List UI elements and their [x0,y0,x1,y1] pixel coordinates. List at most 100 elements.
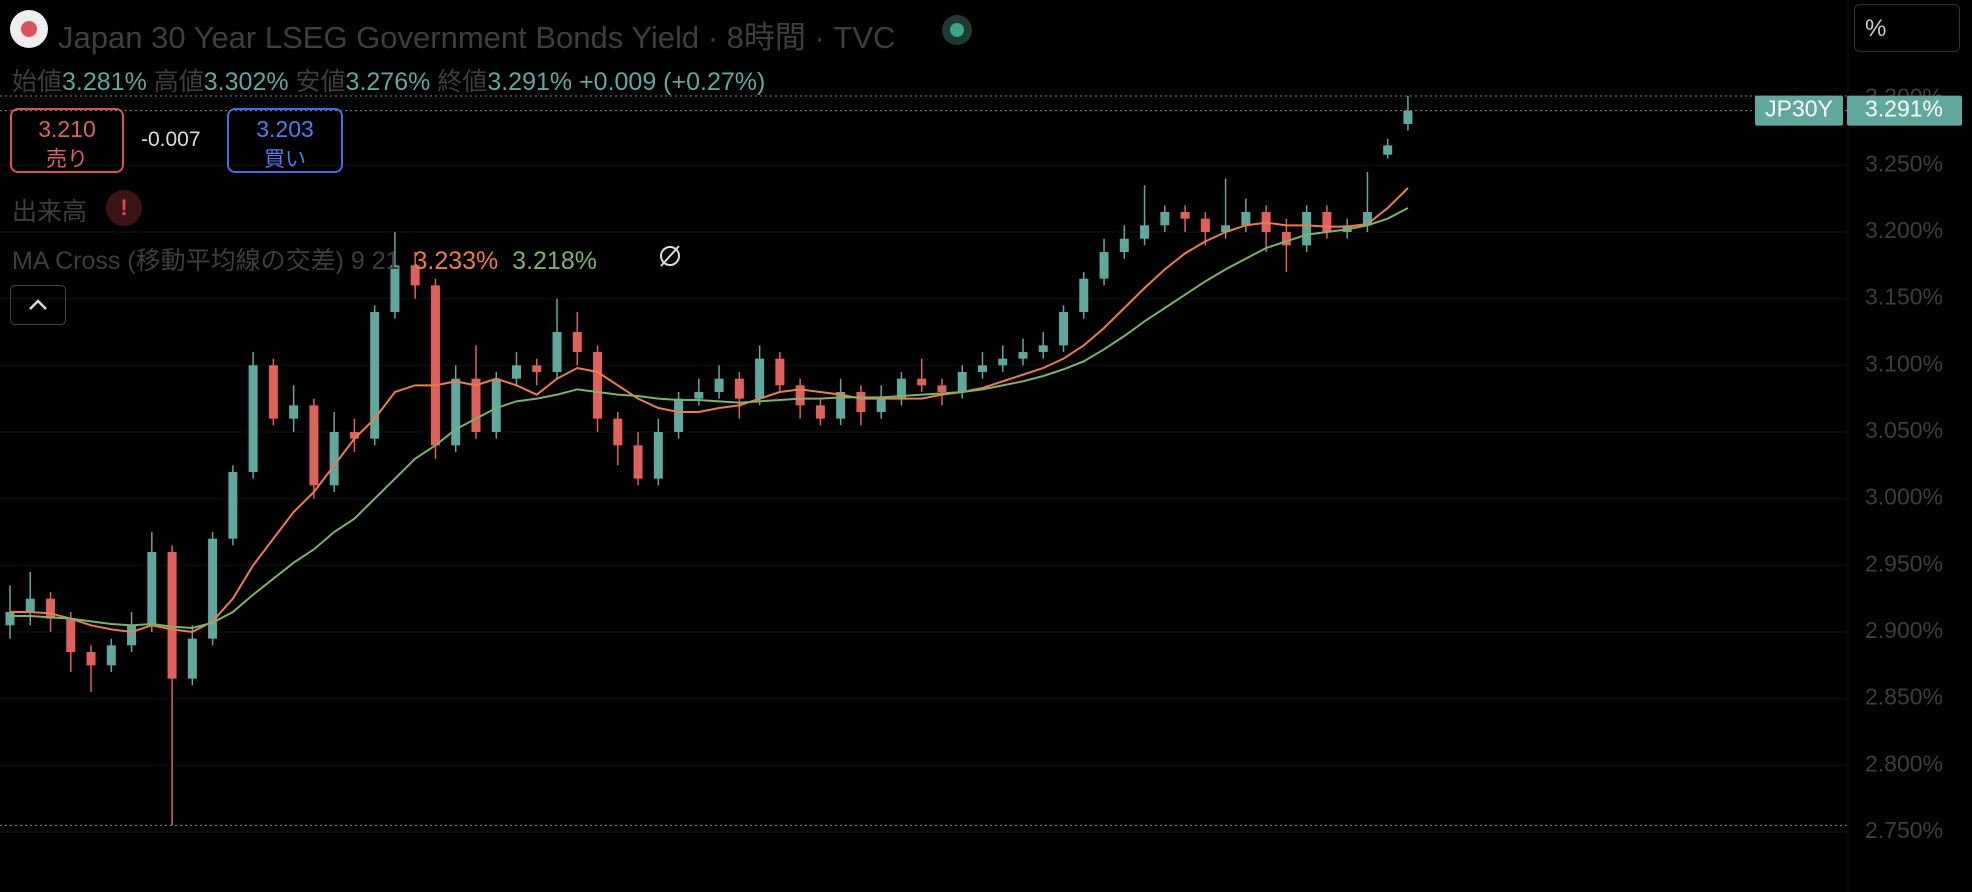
ohlc-value: 3.302% [203,68,289,96]
y-tick-label: 3.200% [1865,217,1943,243]
symbol-icon[interactable] [10,10,48,48]
candle-body [46,598,56,619]
candle-body [147,552,157,626]
sell-button[interactable]: 3.210 売り [10,108,124,173]
candle-body [5,612,15,626]
candle-body [957,372,967,392]
warning-icon[interactable]: ! [106,190,142,226]
market-status[interactable] [942,15,972,45]
ohlc-legend: 始値3.281% 高値3.302% 安値3.276% 終値3.291% +0.0… [12,62,765,98]
candle-body [1119,238,1129,252]
candle-body [1180,212,1190,219]
candle-body [896,378,906,399]
ohlc-value: 3.281% [62,68,147,96]
candle-body [349,432,359,439]
candle-body [390,265,400,312]
chart-title: Japan 30 Year LSEG Government Bonds Yiel… [58,20,896,55]
candle-body [653,432,663,479]
candle-body [1302,212,1312,246]
candle-body [734,378,744,399]
y-tick-label: 2.750% [1865,817,1943,843]
ohlc-value: 3.291% [487,68,573,96]
sell-label: 売り [46,148,88,171]
candle-body [572,332,582,352]
last-price-label: 3.291% [1865,96,1943,122]
spread: -0.007 [141,128,201,151]
y-tick-label: 2.900% [1865,617,1943,643]
candle-body [86,652,96,666]
candle-body [1241,212,1251,226]
candle-body [329,432,339,486]
change: +0.009 (+0.27%) [579,68,766,96]
candle-body [1059,312,1069,346]
moving-average-line [10,187,1409,634]
buy-label: 買い [264,148,306,171]
candle-body [248,365,258,472]
unit-button[interactable]: % [1854,4,1960,52]
candle-body [775,358,785,386]
ohlc-value: 3.276% [345,68,431,96]
sell-price: 3.210 [38,116,96,142]
y-tick-label: 3.250% [1865,150,1943,176]
candle-body [66,618,76,652]
candle-body [674,398,684,432]
candle-body [1403,110,1413,124]
last-price-bg [1847,95,1962,126]
candle-body [471,378,481,432]
candle-body [1099,252,1109,279]
candle-body [512,365,521,379]
candle-body [309,405,319,486]
candle-body [1018,352,1028,359]
buy-button[interactable]: 3.203 買い [227,108,343,173]
candle-body [977,365,987,372]
y-tick-label: 3.150% [1865,284,1943,310]
hide-icon[interactable] [656,242,684,270]
candle-body [795,385,805,406]
ohlc-label: 終値 [437,68,488,96]
indicator-legend: MA Cross (移動平均線の交差) 9 21 3.233% 3.218% [12,241,597,277]
candle-body [289,405,299,419]
indicator-value: 3.233% [413,247,499,275]
candle-body [694,392,704,399]
candle-body [937,385,947,392]
candle-body [714,378,724,392]
indicator-label: MA Cross (移動平均線の交差) 9 21 [12,247,400,275]
collapse-button[interactable] [10,285,66,325]
candle-body [836,392,846,419]
ohlc-label: 始値 [12,68,63,96]
y-tick-label: 3.000% [1865,484,1943,510]
y-tick-label: 3.100% [1865,350,1943,376]
candle-body [593,352,603,419]
candle-body [755,358,765,399]
candle-body [856,392,866,412]
candle-body [208,538,218,639]
candle-body [613,418,623,446]
candle-body [917,378,927,386]
candle-body [998,358,1008,366]
candle-body [430,285,440,446]
candle-body [167,552,177,679]
y-tick-label: 2.800% [1865,750,1943,776]
moving-average-line [10,207,1409,630]
candle-body [228,472,238,539]
candle-body [1079,278,1089,312]
candle-body [1383,145,1393,155]
candle-body [1362,212,1372,226]
candle-body [1322,212,1332,232]
candle-body [106,645,116,666]
candle-body [876,398,886,412]
y-tick-label: 3.050% [1865,417,1943,443]
candle-body [1281,232,1291,246]
candle-body [815,405,825,419]
volume-label: 出来高 [12,198,88,226]
symbol-label-bg [1755,95,1843,126]
y-tick-label: 2.850% [1865,684,1943,710]
candle-body [127,625,137,646]
candle-body [25,598,35,612]
candle-body [187,638,197,679]
ohlc-label: 安値 [295,68,346,96]
ohlc-label: 高値 [153,68,204,96]
y-tick-label: 2.950% [1865,550,1943,576]
